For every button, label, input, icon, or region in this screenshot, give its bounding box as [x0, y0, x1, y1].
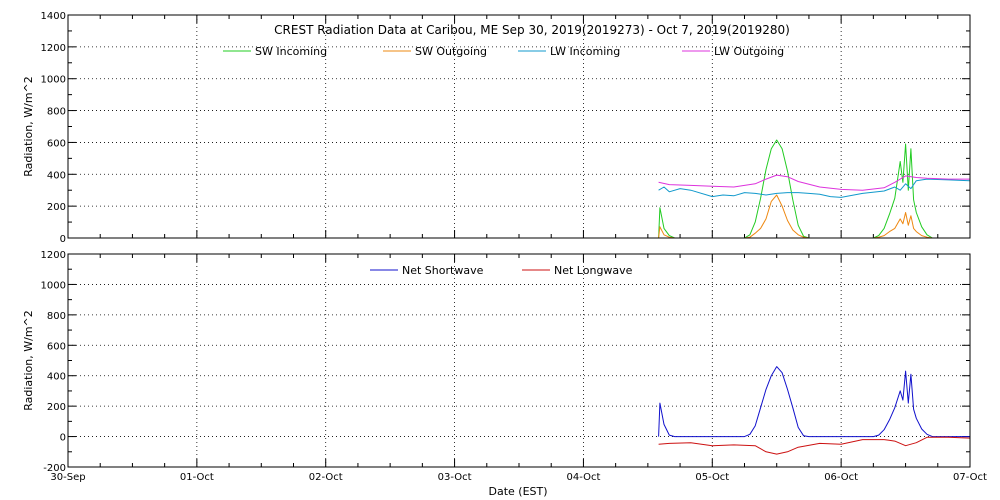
y-tick-label: -200 [43, 463, 66, 474]
y-tick-label: 800 [47, 311, 66, 322]
y-tick-label: 200 [47, 202, 66, 213]
series-line-net-longwave [658, 436, 971, 455]
legend-label: LW Outgoing [714, 45, 784, 58]
plot-frame [67, 14, 971, 239]
y-axis-label: Radiation, W/m^2 [22, 76, 35, 177]
y-tick-label: 1200 [41, 43, 66, 54]
x-tick-label: 04-Oct [566, 472, 600, 483]
y-tick-label: 200 [47, 402, 66, 413]
series-line-sw-incoming [658, 139, 933, 239]
y-tick-label: 1400 [41, 11, 66, 22]
legend-label: SW Outgoing [415, 45, 487, 58]
x-tick-label: 02-Oct [309, 472, 343, 483]
series-line-lw-incoming [658, 178, 971, 198]
x-tick-label: 05-Oct [695, 472, 729, 483]
y-tick-label: 1000 [41, 280, 66, 291]
legend-label: Net Shortwave [402, 264, 484, 277]
y-tick-label: 800 [47, 107, 66, 118]
x-tick-label: 30-Sep [50, 472, 85, 483]
y-tick-label: 1000 [41, 75, 66, 86]
y-tick-label: 600 [47, 138, 66, 149]
x-tick-label: 07-Oct [953, 472, 987, 483]
legend-label: SW Incoming [255, 45, 327, 58]
series-line-net-shortwave [658, 366, 970, 438]
x-tick-label: 03-Oct [438, 472, 472, 483]
legend-label: LW Incoming [550, 45, 620, 58]
x-axis-label: Date (EST) [488, 485, 547, 498]
series-line-lw-outgoing [658, 174, 970, 191]
y-tick-label: 1200 [41, 250, 66, 261]
plot-frame [67, 253, 971, 468]
x-tick-label: 01-Oct [180, 472, 214, 483]
y-tick-label: 0 [60, 234, 66, 245]
bottom-net-radiation-panel: -200 0 200 400 600 800 1000 1200 30-Sep 01-Oct 02-… [22, 250, 987, 498]
x-tick-label: 06-Oct [824, 472, 858, 483]
series-line-sw-outgoing [658, 194, 933, 239]
legend-label: Net Longwave [554, 264, 633, 277]
y-tick-label: 400 [47, 372, 66, 383]
y-tick-label: 0 [60, 433, 66, 444]
chart-title: CREST Radiation Data at Caribou, ME Sep … [274, 23, 790, 37]
y-tick-label: 400 [47, 170, 66, 181]
y-tick-label: 600 [47, 341, 66, 352]
top-radiation-panel: 0 200 400 600 800 1000 1200 1400 SW Incoming SW O… [22, 11, 971, 245]
y-axis-label: Radiation, W/m^2 [22, 310, 35, 411]
